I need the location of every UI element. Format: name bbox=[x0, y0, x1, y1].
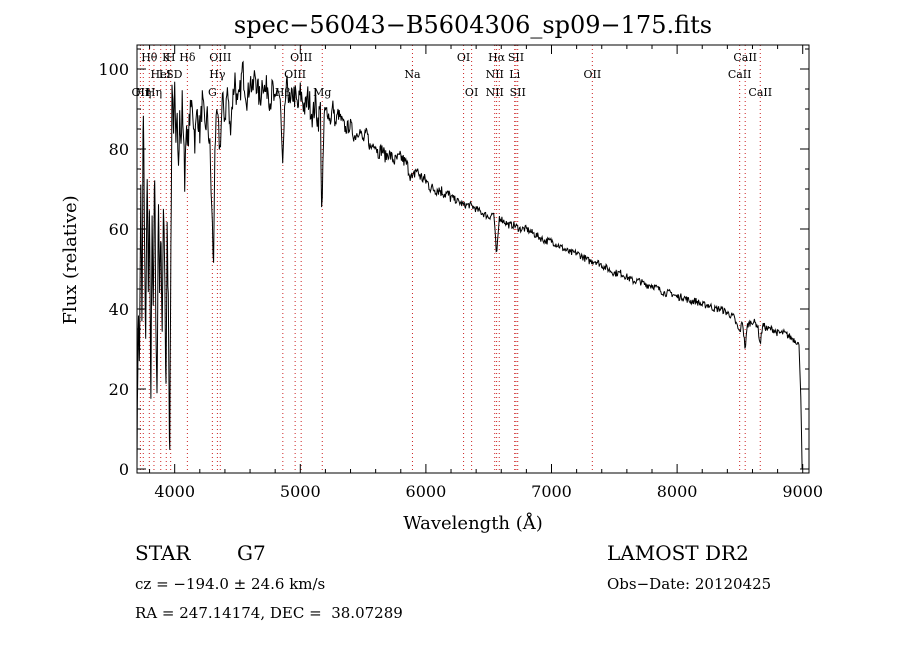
spectral-line-label: G bbox=[208, 86, 217, 99]
spectral-line-label: Hθ bbox=[141, 51, 158, 64]
x-tick-label: 8000 bbox=[657, 482, 698, 501]
y-tick-label: 80 bbox=[109, 140, 129, 159]
spectral-line-label: Li bbox=[509, 68, 520, 81]
chart-title: spec−56043−B5604306_sp09−175.fits bbox=[234, 11, 712, 39]
spectral-line-label: OIII bbox=[290, 51, 312, 64]
x-tick-label: 5000 bbox=[280, 482, 321, 501]
spectral-line-label: NII bbox=[486, 68, 504, 81]
observation-date: Obs−Date: 20120425 bbox=[607, 575, 772, 593]
spectral-line-label: Hβ bbox=[275, 86, 291, 99]
spectral-line-label: Hγ bbox=[209, 68, 226, 81]
x-tick-label: 6000 bbox=[406, 482, 447, 501]
y-axis-label: Flux (relative) bbox=[60, 195, 81, 324]
x-axis-label: Wavelength (Å) bbox=[403, 512, 543, 534]
spectral-line-label: OI bbox=[457, 51, 470, 64]
spectral-line-label: LSD bbox=[159, 68, 183, 81]
y-tick-label: 40 bbox=[109, 300, 129, 319]
spectral-line-label: OIII bbox=[209, 51, 231, 64]
axis-ticks: 4000 5000 6000 7000 8000 9000 0 20 40 60 80 100 bbox=[98, 45, 823, 501]
spectral-line-label: H bbox=[166, 51, 176, 64]
coordinates: RA = 247.14174, DEC = 38.07289 bbox=[135, 604, 403, 622]
spectral-line-label: SII bbox=[508, 51, 524, 64]
spectrum-series-line bbox=[136, 60, 803, 470]
spectral-line-label: HeI bbox=[151, 68, 171, 81]
spectral-line-label: OII bbox=[132, 86, 150, 99]
plot-frame bbox=[136, 44, 810, 474]
spectral-line-label: SII bbox=[510, 86, 526, 99]
spectral-line-label: Mg bbox=[313, 86, 331, 99]
spectral-line-labels: OIIHηHθHηHeIKHLSDHδGHγOIIIHβOIIIOIIIMgNa… bbox=[132, 51, 773, 99]
object-class: STAR bbox=[135, 541, 191, 565]
spectral-line-label: NII bbox=[486, 86, 504, 99]
spectral-line-label: K bbox=[162, 51, 171, 64]
spectral-line-label: CaII bbox=[728, 68, 752, 81]
y-tick-label: 0 bbox=[119, 460, 129, 479]
y-tick-label: 20 bbox=[109, 380, 129, 399]
spectral-line-label: OI bbox=[465, 86, 478, 99]
x-tick-label: 7000 bbox=[531, 482, 572, 501]
x-tick-label: 9000 bbox=[782, 482, 823, 501]
x-tick-label: 4000 bbox=[154, 482, 195, 501]
spectral-line-label: Hη bbox=[146, 86, 162, 99]
spectral-line-label: Hδ bbox=[179, 51, 196, 64]
y-tick-label: 60 bbox=[109, 220, 129, 239]
y-tick-label: 100 bbox=[98, 60, 129, 79]
spectral-line-label: Hα bbox=[488, 51, 506, 64]
spectral-line-label: OII bbox=[583, 68, 601, 81]
object-subclass: G7 bbox=[237, 541, 266, 565]
spectral-line-label: CaII bbox=[748, 86, 772, 99]
survey-name: LAMOST DR2 bbox=[607, 541, 749, 565]
spectral-line-label: Na bbox=[404, 68, 421, 81]
spectral-line-label: OIII bbox=[284, 68, 306, 81]
spectral-line-markers bbox=[139, 45, 761, 473]
spectral-line-label: CaII bbox=[733, 51, 757, 64]
redshift-value: cz = −194.0 ± 24.6 km/s bbox=[135, 575, 326, 593]
